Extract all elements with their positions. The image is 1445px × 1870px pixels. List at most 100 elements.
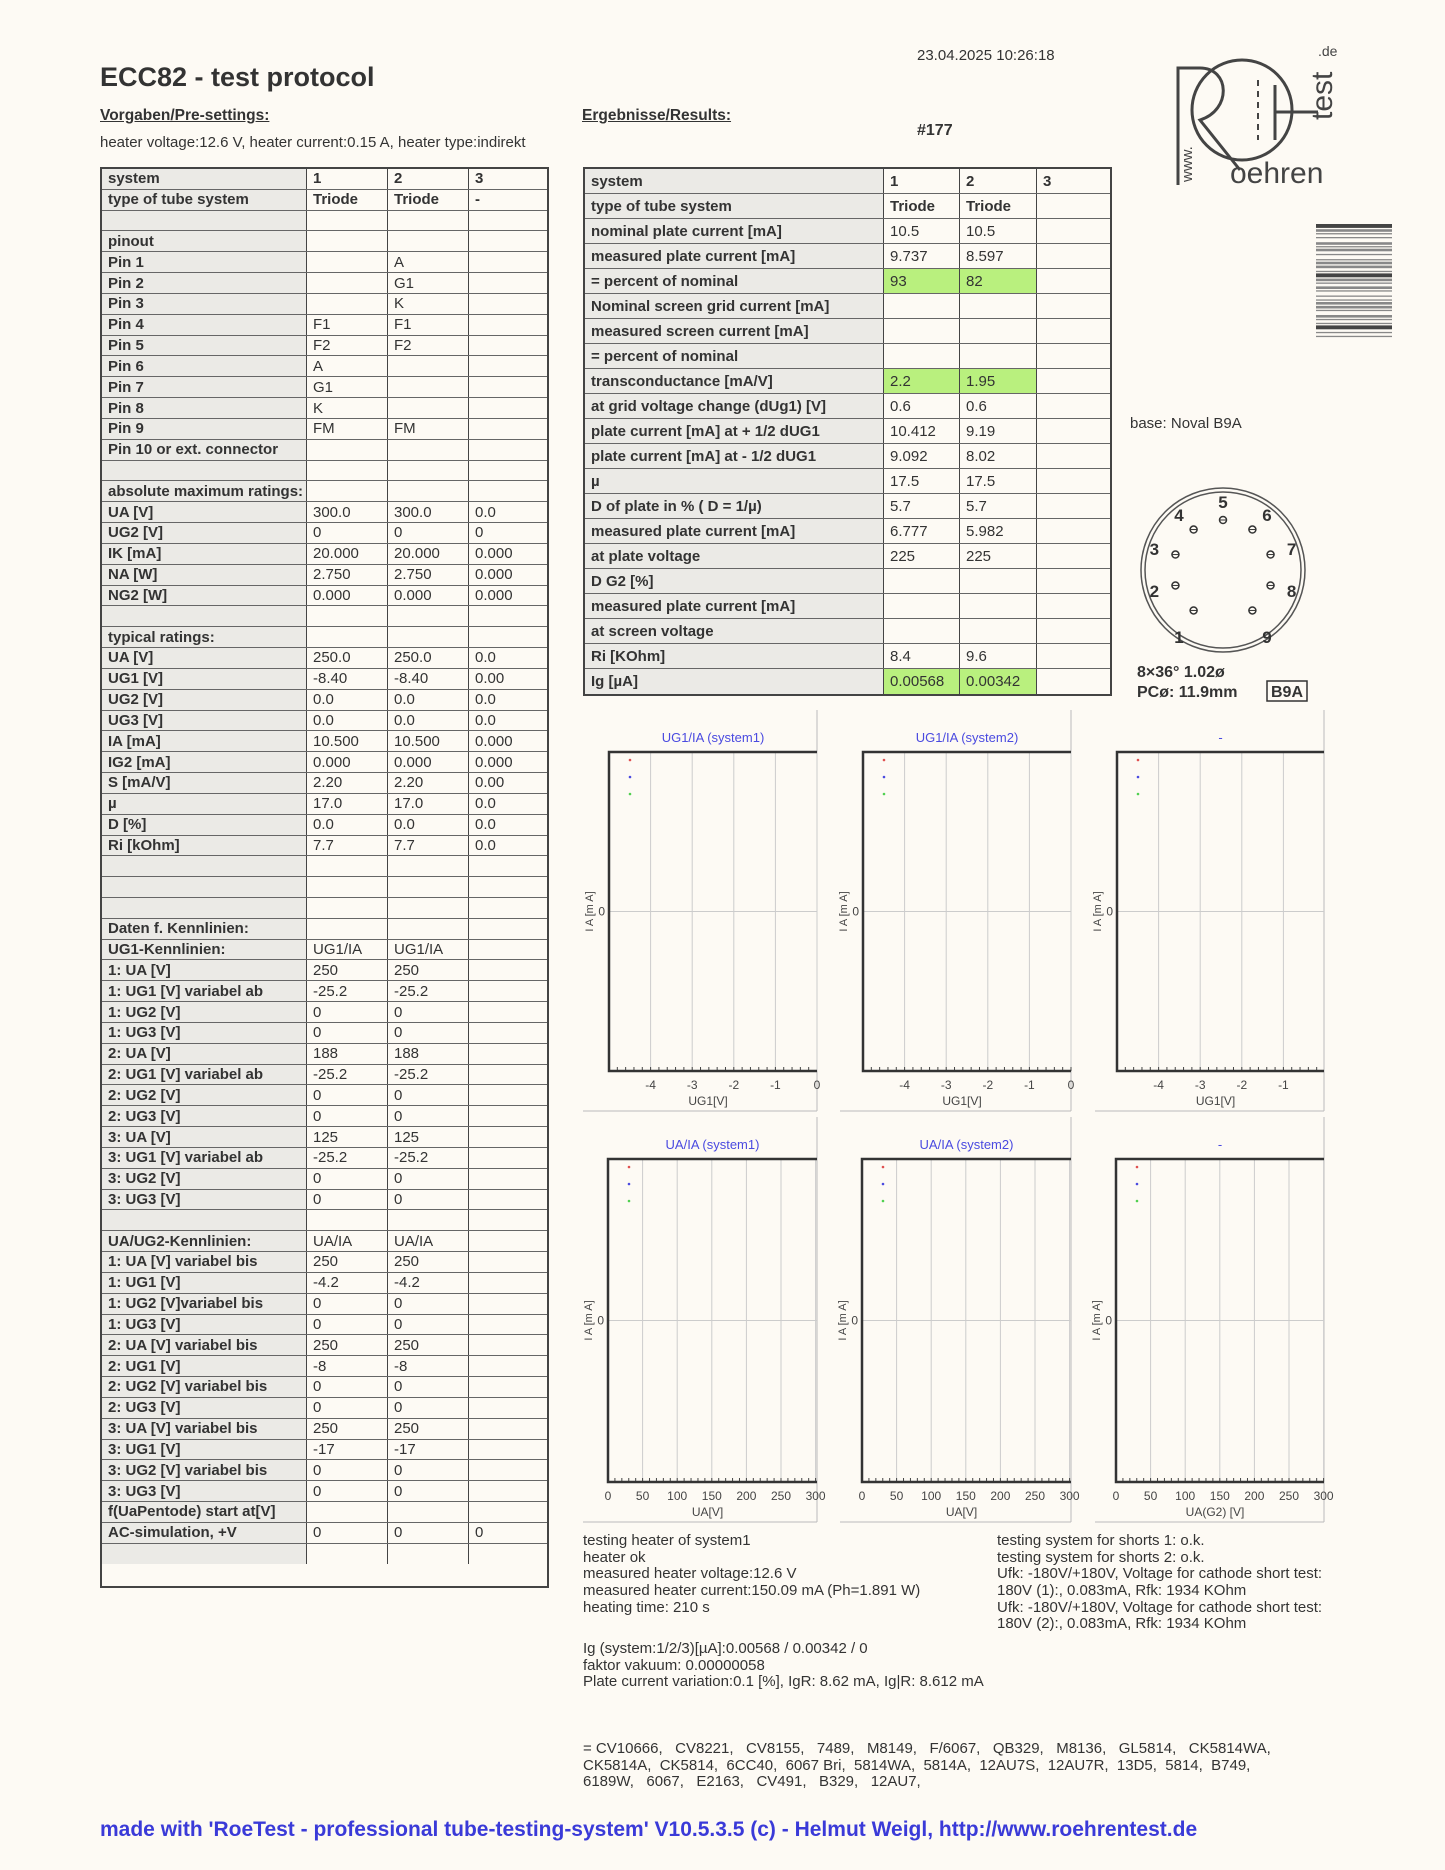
system-2-value: 0.0	[388, 710, 469, 731]
table-row: 1: UG3 [V] 0 0	[102, 1314, 547, 1336]
barcode-bar	[1316, 270, 1392, 273]
x-axis-label: UG1[V]	[942, 1094, 981, 1108]
table-row	[102, 897, 547, 919]
table-row: type of tube system Triode Triode -	[102, 189, 547, 211]
system-2-value: 17.5	[960, 469, 1037, 493]
barcode-bar	[1316, 246, 1392, 248]
barcode-bar	[1316, 282, 1392, 284]
system-1-value	[307, 627, 388, 648]
test-number: #177	[917, 122, 953, 139]
system-1-value	[307, 1210, 388, 1231]
barcode-bar	[1316, 253, 1392, 256]
system-3-value: 3	[1043, 172, 1052, 190]
system-3-value: 0.0	[475, 691, 496, 709]
table-row: IG2 [mA] 0.000 0.000 0.000	[102, 752, 547, 774]
system-2-value: 0	[388, 1314, 469, 1335]
y-tick-label: 0	[597, 1314, 604, 1328]
system-1-value: 0	[307, 1460, 388, 1481]
system-1-value: 0	[307, 1377, 388, 1397]
row-label: 2: UA [V]	[102, 1043, 307, 1064]
x-tick-label: 50	[890, 1489, 904, 1503]
x-tick-label: 250	[771, 1489, 791, 1503]
x-axis-label: UA[V]	[692, 1505, 723, 1519]
chart-title: UG1/IA (system2)	[916, 730, 1019, 745]
chart-title: -	[1218, 730, 1222, 745]
table-row: UG3 [V] 0.0 0.0 0.0	[102, 710, 547, 732]
table-row: 3: UG1 [V] variabel ab -25.2 -25.2	[102, 1147, 547, 1169]
barcode-bar	[1316, 286, 1392, 289]
row-label: 3: UG2 [V]	[102, 1168, 307, 1189]
table-row: plate current [mA] at - 1/2 dUG1 9.092 8.0…	[585, 444, 1110, 469]
legend-marker	[1136, 758, 1140, 762]
table-row: = percent of nominal 93 82	[585, 269, 1110, 294]
plot-frame	[860, 1157, 1071, 1484]
x-tick-label: -4	[1153, 1078, 1164, 1092]
chart-3: -4 -3 -2 -1 0 - UG1[V] I A [m A]	[1092, 710, 1325, 1112]
row-label: 2: UG1 [V]	[102, 1356, 307, 1377]
table-row	[102, 606, 547, 628]
table-row	[102, 210, 547, 232]
system-2-value: 82	[960, 269, 1037, 293]
barcode-bar	[1316, 261, 1392, 265]
row-label: measured plate current [mA]	[585, 594, 884, 618]
table-row: 3: UA [V] variabel bis 250 250	[102, 1418, 547, 1440]
row-label: 3: UA [V]	[102, 1127, 307, 1147]
row-label: Pin 3	[102, 293, 307, 314]
table-row: Nominal screen grid current [mA]	[585, 294, 1110, 319]
system-1-value	[884, 344, 960, 368]
pin-hole	[1171, 550, 1180, 559]
x-tick-label: 300	[1060, 1489, 1080, 1503]
system-1-value: 0.000	[307, 752, 388, 773]
system-1-value: 0	[307, 1481, 388, 1501]
system-1-value: -17	[307, 1439, 388, 1460]
system-2-value: 250	[388, 1418, 469, 1439]
system-1-value	[884, 569, 960, 593]
x-tick-label: 150	[1210, 1489, 1230, 1503]
x-tick-label: 200	[1244, 1489, 1264, 1503]
barcode-bar	[1316, 315, 1392, 318]
row-label: 1: UG1 [V]	[102, 1272, 307, 1293]
system-2-value: -25.2	[388, 981, 469, 1002]
base-label: base: Noval B9A	[1130, 415, 1242, 432]
table-row: pinout	[102, 231, 547, 253]
row-label: transconductance [mA/V]	[585, 369, 884, 393]
system-2-value: 0.0	[388, 689, 469, 710]
row-label: nominal plate current [mA]	[585, 219, 884, 243]
row-label: f(UaPentode) start at[V]	[102, 1502, 307, 1522]
footer-credit[interactable]: made with 'RoeTest - professional tube-t…	[100, 1818, 1198, 1841]
barcode-bar	[1316, 295, 1392, 297]
barcode-bar	[1316, 305, 1392, 309]
presettings-heading: Vorgaben/Pre-settings:	[100, 107, 270, 124]
row-label: system	[585, 169, 884, 193]
system-1-value: 10.500	[307, 731, 388, 752]
row-label: Pin 4	[102, 314, 307, 335]
equivalents-line: 6189W, 6067, E2163, CV491, B329, 12AU7,	[583, 1773, 921, 1791]
system-1-value: F2	[307, 335, 388, 356]
system-2-value: 0	[388, 523, 469, 543]
note-line: faktor vakuum: 0.00000058	[583, 1656, 765, 1674]
pin-hole	[1218, 515, 1228, 525]
table-row: 1: UA [V] 250 250	[102, 960, 547, 982]
x-tick-label: 250	[1025, 1489, 1045, 1503]
system-3-value: 0	[475, 524, 484, 542]
row-label: Pin 7	[102, 377, 307, 398]
row-label: Ri [kOhm]	[102, 835, 307, 856]
system-2-value: F2	[388, 335, 469, 356]
plot-frame	[1115, 750, 1324, 1073]
system-2-value: FM	[388, 418, 469, 439]
system-2-value: 1.95	[960, 369, 1037, 393]
row-label: 3: UG3 [V]	[102, 1189, 307, 1210]
table-row: IK [mA] 20.000 20.000 0.000	[102, 543, 547, 565]
system-1-value	[884, 619, 960, 643]
row-label: UG3 [V]	[102, 710, 307, 731]
pin-number-label: 3	[1150, 540, 1159, 559]
system-1-value: 125	[307, 1127, 388, 1147]
table-row: at screen voltage	[585, 619, 1110, 644]
system-1-value: 0.0	[307, 710, 388, 731]
system-1-value: 0	[307, 1085, 388, 1106]
note-line: Plate current variation:0.1 [%], IgR: 8.…	[583, 1673, 984, 1691]
system-2-value: 0	[388, 1022, 469, 1043]
system-1-value	[884, 319, 960, 343]
barcode	[1316, 224, 1392, 338]
